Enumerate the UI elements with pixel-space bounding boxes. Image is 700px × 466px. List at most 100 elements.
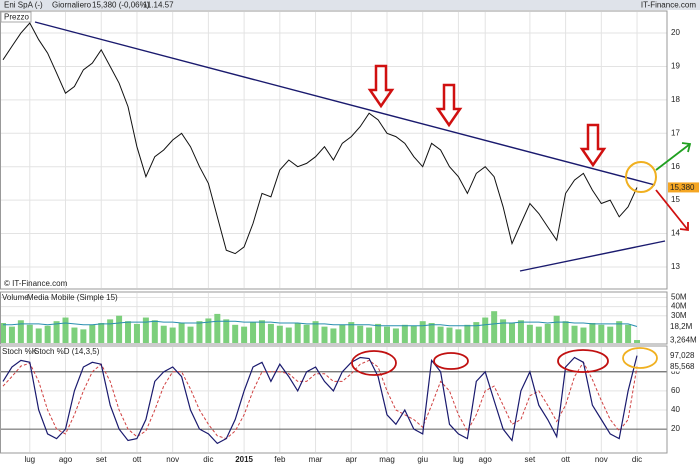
- volume-bar: [589, 323, 596, 343]
- volume-bar: [303, 324, 310, 343]
- volume-bar: [17, 320, 24, 343]
- last-value-box: [668, 335, 699, 346]
- volume-bar: [80, 329, 87, 343]
- volume-bar: [187, 326, 194, 343]
- volume-bar: [455, 329, 462, 343]
- volume-bar: [509, 323, 516, 343]
- y-tick-label: 20: [671, 424, 680, 433]
- volume-bar: [491, 311, 498, 343]
- volume-bar: [598, 324, 605, 343]
- x-tick-label: nov: [595, 455, 608, 464]
- volume-bar: [107, 319, 114, 343]
- volume-bar: [196, 321, 203, 343]
- volume-bar: [544, 323, 551, 343]
- highlight-ellipse: [557, 349, 609, 373]
- volume-bar: [205, 318, 212, 343]
- last-value-box: [668, 350, 699, 361]
- volume-bar: [35, 328, 42, 343]
- moving-average-line: [3, 320, 638, 327]
- volume-bar: [571, 325, 578, 343]
- volume-bar: [160, 325, 167, 343]
- y-tick-label: 60: [671, 386, 680, 395]
- last-value-label: 18,2M: [670, 322, 693, 331]
- y-tick-label: 15: [671, 195, 680, 204]
- last-value-label: 85,568: [670, 362, 695, 371]
- volume-bar: [321, 326, 328, 343]
- volume-bar: [562, 321, 569, 343]
- last-value-box: [668, 361, 699, 372]
- volume-bar: [0, 323, 6, 343]
- last-value-label: 15,380: [670, 183, 695, 192]
- x-tick-label: apr: [345, 455, 357, 464]
- resistance-line: [34, 21, 656, 186]
- legend-item: Stoch %D (14,3,5): [34, 347, 100, 356]
- down-arrow: [435, 83, 463, 128]
- down-arrow: [655, 189, 689, 232]
- volume-bar: [383, 326, 390, 343]
- highlight-ellipse: [351, 350, 397, 376]
- volume-bar: [44, 325, 51, 343]
- x-tick-label: 2015: [235, 455, 253, 464]
- volume-bar: [89, 324, 96, 343]
- volume-bar: [535, 326, 542, 343]
- y-tick-label: 50M: [671, 293, 687, 302]
- volume-frame: [0, 291, 668, 345]
- volume-bar: [62, 317, 69, 343]
- volume-bar: [482, 317, 489, 343]
- volume-bar: [401, 324, 408, 343]
- volume-bar: [428, 323, 435, 343]
- volume-bar: [267, 323, 274, 343]
- volume-bar: [526, 324, 533, 343]
- volume-bar: [8, 326, 15, 343]
- volume-bar: [366, 327, 373, 343]
- header-bar: [0, 0, 700, 10]
- x-tick-label: ago: [479, 455, 493, 464]
- panel-label: Prezzo: [4, 13, 29, 22]
- volume-bar: [392, 328, 399, 343]
- y-tick-label: 40M: [671, 302, 687, 311]
- legend-item: Volume: [2, 293, 29, 302]
- volume-bar: [214, 313, 221, 343]
- volume-bar: [312, 321, 319, 343]
- volume-bar: [53, 321, 60, 343]
- volume-bar: [294, 323, 301, 343]
- volume-bar: [250, 322, 257, 343]
- volume-bar: [616, 321, 623, 343]
- volume-bar: [116, 315, 123, 343]
- volume-bar: [357, 325, 364, 343]
- legend-item: Stoch %K: [2, 347, 38, 356]
- volume-bar: [348, 322, 355, 343]
- volume-bar: [634, 340, 641, 343]
- x-tick-label: set: [525, 455, 536, 464]
- x-tick-label: dic: [203, 455, 213, 464]
- volume-bar: [133, 323, 140, 343]
- down-arrow: [367, 64, 395, 109]
- y-tick-label: 14: [671, 229, 680, 238]
- header-quote: 15,380 (-0,06%): [92, 1, 150, 10]
- watermark: © IT-Finance.com: [4, 279, 68, 288]
- volume-bar: [232, 324, 239, 343]
- volume-bar: [375, 323, 382, 343]
- volume-bar: [419, 321, 426, 343]
- volume-bar: [446, 327, 453, 343]
- down-arrow: [579, 123, 607, 168]
- last-value-box: [668, 321, 699, 332]
- y-tick-label: 20: [671, 28, 680, 37]
- x-tick-label: lug: [453, 455, 464, 464]
- volume-bar: [26, 324, 33, 343]
- highlight-circle: [625, 161, 657, 193]
- volume-bar: [223, 319, 230, 343]
- volume-bar: [607, 326, 614, 343]
- volume-bar: [151, 320, 158, 343]
- support-line: [519, 240, 666, 272]
- x-tick-label: feb: [274, 455, 286, 464]
- volume-bar: [339, 324, 346, 343]
- y-tick-label: 18: [671, 95, 680, 104]
- y-tick-label: 16: [671, 162, 680, 171]
- x-tick-label: mar: [309, 455, 323, 464]
- header-title: Eni SpA (-): [4, 1, 43, 10]
- volume-bar: [410, 325, 417, 343]
- last-value-label: 3,264M: [670, 336, 697, 345]
- volume-bar: [125, 321, 132, 343]
- volume-bar: [473, 322, 480, 343]
